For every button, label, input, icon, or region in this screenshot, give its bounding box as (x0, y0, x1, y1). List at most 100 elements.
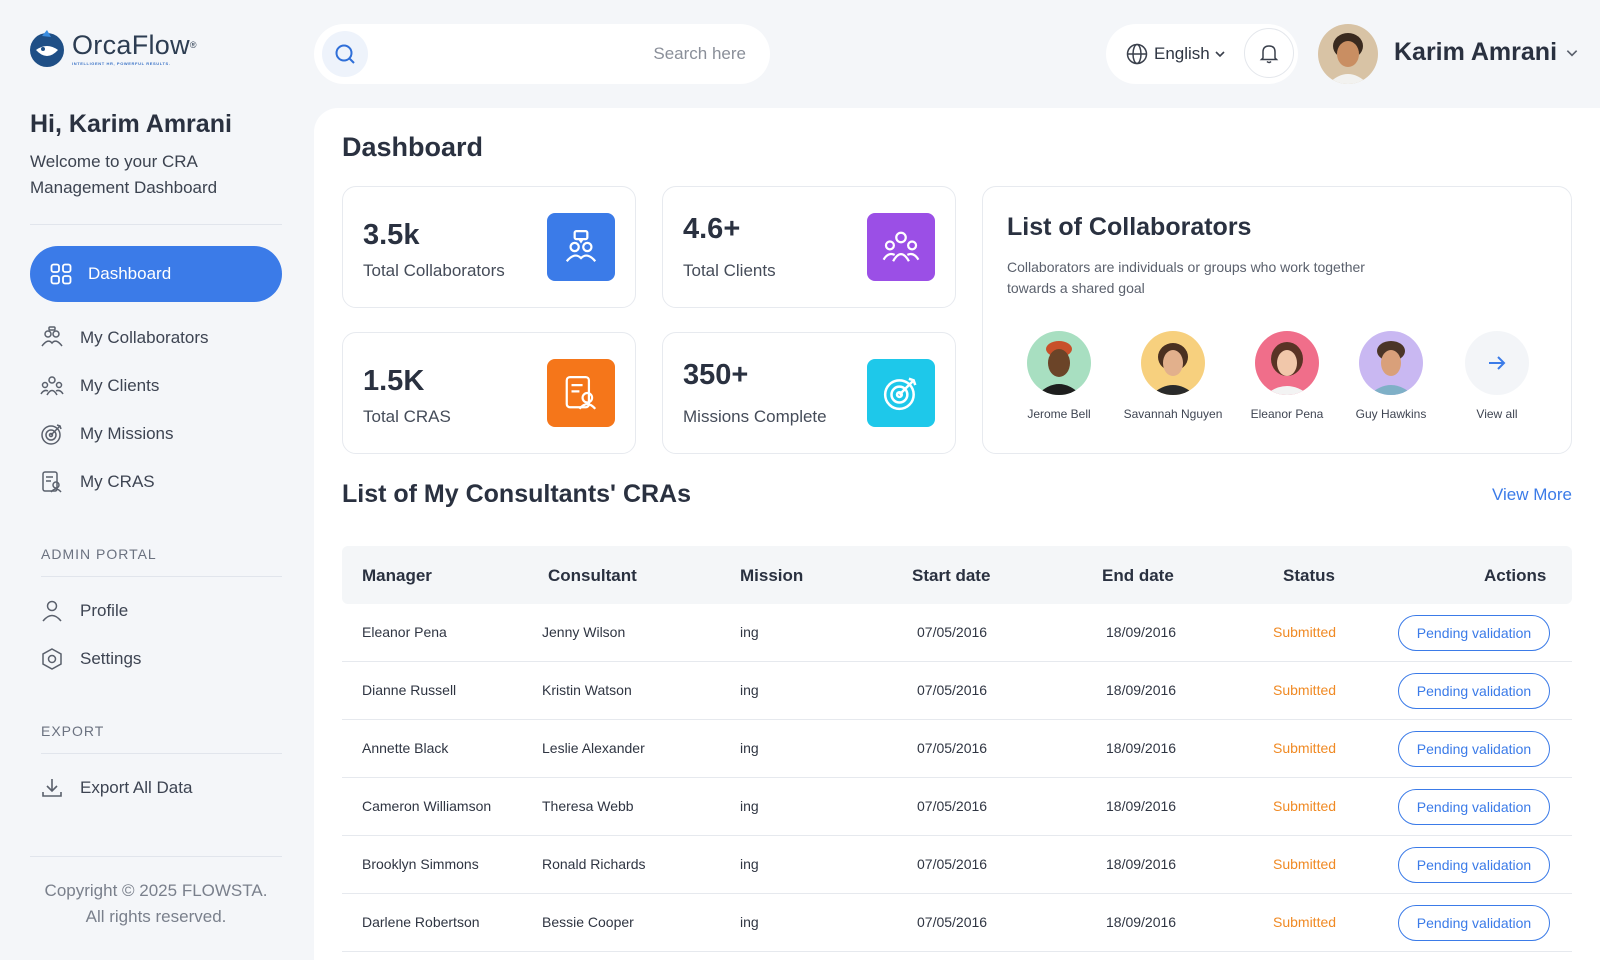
collaborator-name: Eleanor Pena (1250, 407, 1324, 421)
collaborators-description: Collaborators are individuals or groups … (1007, 259, 1365, 296)
collaborator-guy-hawkins[interactable]: Guy Hawkins (1333, 331, 1449, 421)
language-label: English (1154, 44, 1210, 63)
table-row[interactable]: Brooklyn Simmons Ronald Richards ing 07/… (342, 836, 1572, 894)
collaborator-jerome-bell[interactable]: Jerome Bell (1001, 331, 1117, 421)
sidebar-item-dashboard[interactable]: Dashboard (30, 246, 282, 302)
pending-validation-button[interactable]: Pending validation (1398, 731, 1550, 767)
collaborator-name: Savannah Nguyen (1123, 407, 1223, 421)
stat-label: Total CRAS (363, 407, 451, 426)
status-badge: Submitted (1273, 856, 1337, 872)
cell-end-date: 18/09/2016 (1106, 798, 1177, 814)
divider (41, 576, 282, 577)
search-bar[interactable] (314, 24, 770, 84)
pending-validation-button[interactable]: Pending validation (1398, 615, 1550, 651)
sidebar: OrcaFlow® INTELLIGENT HR, POWERFUL RESUL… (0, 0, 310, 960)
cell-consultant: Bessie Cooper (542, 914, 634, 930)
cell-manager: Annette Black (362, 740, 449, 756)
cell-consultant: Theresa Webb (542, 798, 634, 814)
cell-mission: ing (740, 624, 759, 640)
column-header[interactable]: End date (1102, 566, 1174, 585)
user-name: Karim Amrani (1394, 38, 1558, 66)
search-icon[interactable] (322, 31, 368, 77)
copyright-line: All rights reserved. (85, 907, 227, 926)
collaborator-name: Guy Hawkins (1355, 407, 1427, 421)
stat-card-cras[interactable]: 1.5K Total CRAS (342, 332, 636, 454)
cell-mission: ing (740, 798, 759, 814)
table-row[interactable]: Dianne Russell Kristin Watson ing 07/05/… (342, 662, 1572, 720)
pending-validation-button[interactable]: Pending validation (1398, 789, 1550, 825)
table-row[interactable]: Eleanor Pena Jenny Wilson ing 07/05/2016… (342, 604, 1572, 662)
brand-registered: ® (189, 39, 197, 50)
cell-start-date: 07/05/2016 (917, 740, 988, 756)
sidebar-item-label: My CRAS (80, 472, 155, 491)
search-input[interactable] (446, 44, 746, 64)
view-all-collaborators-button[interactable]: View all (1439, 331, 1555, 421)
clients-icon (40, 376, 64, 396)
column-header[interactable]: Status (1283, 566, 1335, 585)
status-badge: Submitted (1273, 798, 1337, 814)
column-header[interactable]: Start date (912, 566, 991, 585)
stat-label: Total Collaborators (363, 261, 505, 280)
sidebar-item-settings[interactable]: Settings (40, 647, 141, 671)
sidebar-item-cras[interactable]: My CRAS (40, 470, 155, 494)
column-header[interactable]: Consultant (548, 566, 637, 585)
export-heading: EXPORT (41, 723, 105, 739)
notifications-button[interactable] (1244, 28, 1294, 78)
arrow-right-icon (1465, 331, 1529, 395)
pending-validation-button[interactable]: Pending validation (1398, 673, 1550, 709)
table-row[interactable]: Annette Black Leslie Alexander ing 07/05… (342, 720, 1572, 778)
user-menu[interactable]: Karim Amrani (1394, 38, 1579, 67)
sidebar-item-label: Export All Data (80, 778, 193, 797)
stat-card-missions[interactable]: 350+ Missions Complete (662, 332, 956, 454)
sidebar-item-profile[interactable]: Profile (40, 599, 128, 623)
status-badge: Submitted (1273, 914, 1337, 930)
main-panel: Dashboard 3.5k Total Collaborators 4.6+ … (314, 108, 1600, 960)
collaborator-savannah-nguyen[interactable]: Savannah Nguyen (1115, 331, 1231, 421)
grid-icon (50, 263, 72, 285)
brand-name: OrcaFlow (72, 29, 190, 60)
cell-start-date: 07/05/2016 (917, 682, 988, 698)
chevron-down-icon (1566, 49, 1578, 56)
table-row[interactable]: Darlene Robertson Bessie Cooper ing 07/0… (342, 894, 1572, 952)
avatar (1027, 331, 1091, 395)
greeting-title: Hi, Karim Amrani (30, 110, 232, 138)
column-header[interactable]: Manager (362, 566, 432, 585)
view-more-link[interactable]: View More (1492, 485, 1572, 504)
sidebar-item-label: My Collaborators (80, 328, 209, 347)
avatar[interactable] (1318, 24, 1378, 84)
sidebar-item-collaborators[interactable]: My Collaborators (40, 326, 209, 350)
avatar (1255, 331, 1319, 395)
sidebar-item-missions[interactable]: My Missions (40, 422, 174, 446)
sidebar-item-label: Settings (80, 649, 142, 668)
collaborator-name: Jerome Bell (1027, 407, 1091, 421)
sidebar-item-clients[interactable]: My Clients (40, 374, 159, 398)
collaborator-eleanor-pena[interactable]: Eleanor Pena (1229, 331, 1345, 421)
collaborators-icon (547, 213, 615, 281)
pending-validation-button[interactable]: Pending validation (1398, 847, 1550, 883)
cell-consultant: Leslie Alexander (542, 740, 645, 756)
sidebar-item-export[interactable]: Export All Data (40, 776, 192, 800)
sidebar-item-label: Dashboard (88, 264, 172, 283)
brand-logo[interactable]: OrcaFlow® INTELLIGENT HR, POWERFUL RESUL… (28, 28, 197, 68)
cell-start-date: 07/05/2016 (917, 624, 988, 640)
collaborators-title: List of Collaborators (1007, 213, 1252, 241)
column-header[interactable]: Mission (740, 566, 804, 585)
cell-manager: Dianne Russell (362, 682, 457, 698)
globe-icon (1126, 43, 1148, 65)
sidebar-item-label: Profile (80, 601, 129, 620)
collaborators-card: List of Collaborators Collaborators are … (982, 186, 1572, 454)
download-icon (42, 779, 62, 797)
stat-value: 3.5k (363, 219, 420, 251)
stat-card-collaborators[interactable]: 3.5k Total Collaborators (342, 186, 636, 308)
cell-end-date: 18/09/2016 (1106, 682, 1177, 698)
cell-start-date: 07/05/2016 (917, 856, 988, 872)
stat-card-clients[interactable]: 4.6+ Total Clients (662, 186, 956, 308)
pending-validation-button[interactable]: Pending validation (1398, 905, 1550, 941)
chevron-down-icon (1215, 51, 1225, 58)
document-icon (42, 471, 62, 493)
copyright: Copyright © 2025 FLOWSTA. All rights res… (30, 878, 282, 930)
table-row[interactable]: Cameron Williamson Theresa Webb ing 07/0… (342, 778, 1572, 836)
column-header[interactable]: Actions (1484, 566, 1547, 585)
stat-value: 4.6+ (683, 213, 741, 245)
cell-mission: ing (740, 914, 759, 930)
